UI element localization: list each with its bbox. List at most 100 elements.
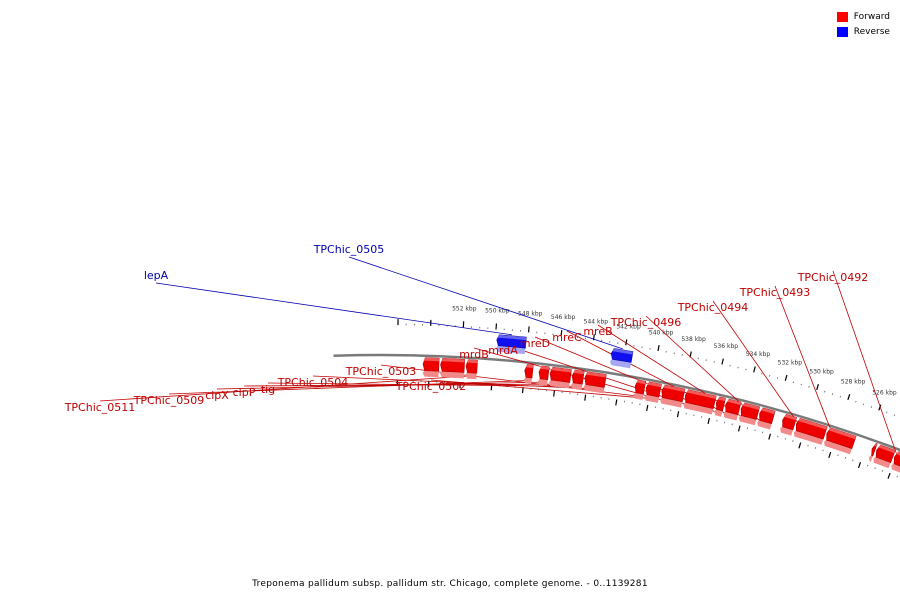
clpp-arrow[interactable] bbox=[549, 366, 572, 389]
unnamed-gene-arrow[interactable] bbox=[873, 444, 896, 469]
gene-body bbox=[795, 418, 828, 440]
gene-body bbox=[610, 348, 634, 363]
gene-label-mrdb[interactable]: mrdB bbox=[459, 348, 489, 361]
gene-shadow bbox=[660, 396, 683, 408]
gene-body bbox=[782, 413, 798, 431]
gene-label-tpchic-0509[interactable]: TPChic_0509 bbox=[133, 394, 205, 407]
gene-label-mreb[interactable]: mreB bbox=[583, 325, 612, 338]
ruler-tick bbox=[887, 472, 891, 479]
mrda-arrow[interactable] bbox=[683, 389, 717, 415]
ruler-tick bbox=[753, 366, 756, 373]
gene-body bbox=[893, 451, 900, 467]
ruler-label: 536 kbp bbox=[714, 343, 739, 350]
gene-label-mred[interactable]: mreD bbox=[520, 337, 550, 350]
unnamed-gene-arrow[interactable] bbox=[422, 357, 440, 378]
ruler-label: 532 kbp bbox=[778, 359, 803, 366]
gene-shadow bbox=[422, 369, 439, 378]
ruler-tick bbox=[896, 475, 898, 478]
gene-body bbox=[634, 379, 647, 395]
gene-shadow bbox=[868, 454, 874, 462]
ruler-label: 550 kbp bbox=[485, 308, 510, 315]
gene-label-clpx[interactable]: clpX bbox=[205, 389, 229, 402]
mrdb-arrow[interactable] bbox=[660, 384, 686, 408]
gene-body bbox=[645, 381, 662, 398]
unnamed-gene-arrow[interactable] bbox=[780, 413, 798, 436]
gene-body bbox=[826, 427, 857, 450]
gene-label-tpchic-0503[interactable]: TPChic_0503 bbox=[345, 365, 417, 378]
tpchic-0496-arrow[interactable] bbox=[757, 407, 776, 430]
leader-line bbox=[312, 375, 594, 390]
gene-shadow bbox=[523, 376, 533, 384]
tpchic-0502-arrow[interactable] bbox=[644, 381, 662, 403]
gene-highlight bbox=[895, 450, 900, 456]
gene-highlight bbox=[611, 348, 633, 355]
gene-label-clpp[interactable]: clpP bbox=[233, 386, 256, 399]
gene-label-mrda[interactable]: mrdA bbox=[488, 344, 518, 357]
ruler-tick bbox=[625, 339, 628, 346]
gene-label-tpchic-0493[interactable]: TPChic_0493 bbox=[739, 286, 811, 299]
ruler-tick bbox=[878, 404, 882, 411]
ruler-tick bbox=[657, 344, 660, 352]
leader-line bbox=[774, 285, 838, 448]
gene-body bbox=[584, 371, 607, 388]
mred-arrow[interactable] bbox=[714, 396, 726, 417]
gene-label-tpchic-0504[interactable]: TPChic_0504 bbox=[277, 376, 349, 389]
gene-highlight bbox=[440, 358, 465, 363]
ruler-label: 544 kbp bbox=[584, 318, 609, 325]
gene-label-tpchic-0511[interactable]: TPChic_0511 bbox=[64, 401, 136, 414]
tpchic-0511-arrow[interactable] bbox=[465, 359, 478, 380]
ruler-tick bbox=[676, 411, 680, 418]
gene-shadow bbox=[738, 414, 757, 426]
gene-label-tpchic-0502[interactable]: TPChic_0502 bbox=[395, 380, 467, 393]
leader-line bbox=[155, 282, 512, 336]
gene-label-tpchic-0496[interactable]: TPChic_0496 bbox=[610, 316, 682, 329]
gene-highlight bbox=[496, 334, 527, 341]
ruler-tick bbox=[784, 374, 788, 381]
mreb-arrow[interactable] bbox=[738, 402, 761, 426]
ruler-ticks-upper bbox=[397, 319, 896, 417]
gene-label-tpchic-0505[interactable]: TPChic_0505 bbox=[313, 243, 385, 256]
gene-labels: TPChic_0492 TPChic_0493 TPChic_0494 TPChic_… bbox=[64, 243, 869, 414]
ruler-tick bbox=[553, 390, 556, 397]
gene-highlight bbox=[797, 417, 828, 430]
gene-highlight bbox=[525, 364, 534, 369]
tig-arrow[interactable] bbox=[571, 369, 585, 391]
tpchic-0504-arrow[interactable] bbox=[583, 371, 607, 394]
gene-label-lepa[interactable]: lepA bbox=[144, 269, 169, 282]
gene-highlight bbox=[585, 371, 607, 378]
gene-highlight bbox=[635, 379, 646, 385]
gene-label-tig[interactable]: tig bbox=[261, 383, 275, 396]
ruler-label: 538 kbp bbox=[681, 336, 706, 343]
leader-line bbox=[832, 270, 900, 466]
gene-body bbox=[759, 407, 776, 425]
gene-highlight bbox=[572, 369, 585, 375]
leader-line bbox=[712, 300, 809, 438]
gene-label-mrec[interactable]: mreC bbox=[552, 331, 582, 344]
gene-highlight bbox=[717, 396, 726, 402]
unnamed-gene-arrow[interactable] bbox=[440, 358, 466, 379]
ruler-tick bbox=[847, 393, 851, 401]
ruler-tick bbox=[527, 326, 530, 333]
tpchic-0503-arrow[interactable] bbox=[633, 379, 647, 400]
mrec-arrow[interactable] bbox=[723, 398, 742, 421]
ruler-tick bbox=[828, 451, 832, 458]
gene-body bbox=[871, 442, 878, 457]
gene-body bbox=[465, 359, 478, 374]
ruler-tick bbox=[881, 470, 884, 472]
unnamed-gene-arrow[interactable] bbox=[868, 442, 878, 462]
gene-body bbox=[571, 369, 585, 385]
tpchic-0494-arrow[interactable] bbox=[793, 417, 828, 445]
gene-label-tpchic-0492[interactable]: TPChic_0492 bbox=[797, 271, 869, 284]
lepa-arrow[interactable] bbox=[496, 334, 527, 355]
ruler-tick bbox=[816, 384, 819, 391]
leader-line bbox=[348, 256, 623, 350]
clpx-arrow[interactable] bbox=[538, 365, 550, 386]
tpchic-0492-arrow[interactable] bbox=[891, 450, 900, 477]
ruler-tick bbox=[874, 467, 876, 470]
gene-body bbox=[715, 396, 726, 412]
tpchic-0493-arrow[interactable] bbox=[824, 427, 857, 455]
tpchic-0509-arrow[interactable] bbox=[523, 364, 534, 384]
tpchic-0505-arrow[interactable] bbox=[609, 348, 634, 369]
gene-label-tpchic-0494[interactable]: TPChic_0494 bbox=[677, 301, 749, 314]
